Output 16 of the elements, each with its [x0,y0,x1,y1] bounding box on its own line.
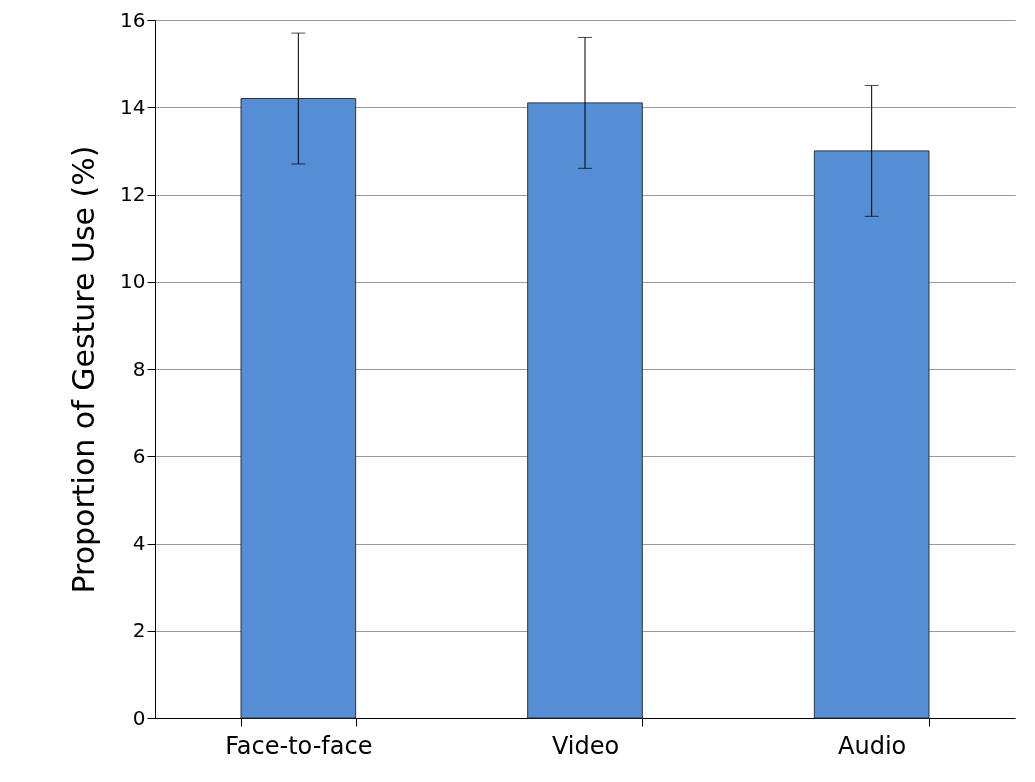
y-tick-label: 2 [132,618,146,643]
x-tick-label: Audio [838,731,907,760]
x-tick-label: Face-to-face [225,731,373,760]
y-tick-label: 6 [132,443,146,468]
y-tick-label: 10 [120,269,146,294]
y-axis-title: Proportion of Gesture Use (%) [66,145,102,594]
y-tick-label: 14 [120,94,146,119]
bar [813,150,930,719]
y-tick-label: 4 [132,531,146,555]
y-tick-label: 8 [132,356,146,381]
bar [527,102,643,719]
y-tick-label: 0 [132,705,146,730]
y-tick-label: 12 [120,182,146,206]
y-tick-label: 16 [120,7,146,32]
x-tick-label: Video [551,731,620,760]
bar [240,98,357,719]
